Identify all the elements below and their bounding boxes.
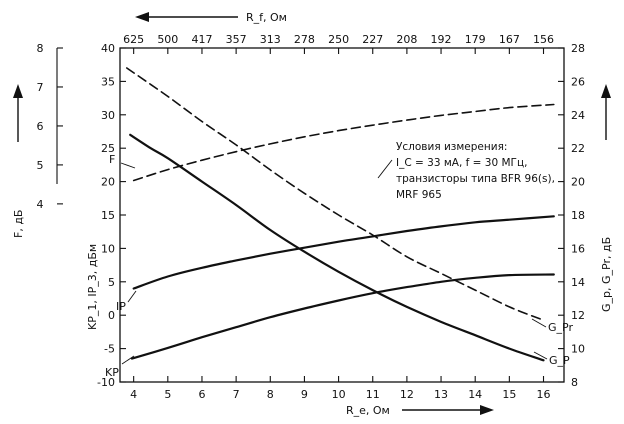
bottom-tick-label: 9 [301, 388, 308, 401]
bottom-tick-label: 10 [332, 388, 346, 401]
bottom-tick-label: 6 [198, 388, 205, 401]
bottom-tick-label: 8 [267, 388, 274, 401]
right-tick-label: 18 [571, 209, 585, 222]
right-tick-label: 26 [571, 75, 585, 88]
label-leader-gp [533, 351, 548, 360]
arrow-up-right-icon [601, 84, 611, 98]
right-tick-label: 12 [571, 309, 585, 322]
plot-frame [119, 47, 565, 383]
series-line-ip [132, 215, 555, 290]
left-outer-axis-title: F, дБ [12, 210, 25, 238]
left-inner-tick-label: 35 [101, 75, 115, 88]
data-curves [126, 67, 555, 362]
bottom-tick-label: 5 [164, 388, 171, 401]
top-tick-label: 278 [294, 33, 315, 46]
left-inner-axis-title: KP_1, IP_3, дБм [86, 244, 99, 330]
annotation-leader [377, 159, 393, 179]
curve-label-gp: G_P [549, 354, 570, 367]
top-tick-label: 357 [226, 33, 247, 46]
bottom-axis-ticks: 4 5 6 7 8 9 10 11 12 13 14 15 16 [130, 376, 551, 401]
curve-label-f: F [109, 153, 115, 166]
right-axis-title: G_p, G_Pr, дБ [600, 237, 613, 312]
bottom-tick-label: 13 [434, 388, 448, 401]
top-tick-label: 500 [157, 33, 178, 46]
measurement-conditions-note: Условия измерения: I_C = 33 мА, f = 30 М… [396, 141, 555, 201]
label-leader-f [120, 162, 136, 169]
left-inner-tick-label: 5 [108, 276, 115, 289]
left-inner-tick-label: 25 [101, 142, 115, 155]
bottom-tick-label: 7 [233, 388, 240, 401]
top-tick-label: 179 [465, 33, 486, 46]
note-line-4: MRF 965 [396, 189, 442, 201]
left-outer-axis-ticks: 4 5 6 7 8 [37, 42, 63, 211]
left-inner-tick-label: 40 [101, 42, 115, 55]
left-inner-tick-label: 30 [101, 109, 115, 122]
left-inner-tick-label: 0 [108, 309, 115, 322]
top-tick-label: 250 [328, 33, 349, 46]
left-outer-tick-label: 5 [37, 159, 44, 172]
right-tick-label: 16 [571, 242, 585, 255]
series-line-kp [130, 273, 555, 360]
left-inner-tick-label: 15 [101, 209, 115, 222]
top-tick-label: 417 [191, 33, 212, 46]
top-axis-title: R_f, Ом [246, 11, 287, 24]
left-outer-tick-label: 8 [37, 42, 44, 55]
left-inner-axis-ticks: -10 -5 0 5 10 15 20 25 30 35 40 [97, 42, 126, 389]
right-axis-ticks: 8 10 12 14 16 18 20 22 24 26 28 [558, 42, 585, 389]
bottom-tick-label: 11 [366, 388, 380, 401]
right-tick-label: 8 [571, 376, 578, 389]
bottom-tick-label: 4 [130, 388, 137, 401]
label-leader-gpr [531, 318, 547, 328]
top-tick-label: 625 [123, 33, 144, 46]
note-line-1: Условия измерения: [396, 141, 507, 153]
left-outer-tick-label: 7 [37, 81, 44, 94]
top-tick-label: 227 [362, 33, 383, 46]
right-tick-label: 14 [571, 276, 585, 289]
bottom-tick-label: 15 [502, 388, 516, 401]
left-inner-tick-label: -10 [97, 376, 115, 389]
right-tick-label: 10 [571, 343, 585, 356]
top-tick-label: 156 [533, 33, 554, 46]
label-leader-kp [121, 355, 135, 365]
arrow-left-icon [135, 12, 149, 22]
top-axis-ticks: 625 500 417 357 313 278 250 227 208 192 179 167 156 [123, 33, 554, 54]
series-line-g-p [129, 133, 545, 362]
left-outer-tick-label: 6 [37, 120, 44, 133]
note-line-2: I_C = 33 мА, f = 30 МГц, [396, 157, 527, 169]
bottom-tick-label: 12 [400, 388, 414, 401]
arrow-right-icon [480, 405, 494, 415]
right-tick-label: 24 [571, 109, 585, 122]
series-line-f [132, 103, 555, 182]
left-inner-tick-label: 20 [101, 176, 115, 189]
arrow-up-icon [13, 84, 23, 98]
curve-label-gpr: G_Pr [548, 321, 573, 334]
note-line-3: транзисторы типа BFR 96(s), [396, 173, 555, 185]
top-tick-label: 208 [396, 33, 417, 46]
curve-label-ip: IP [116, 300, 126, 313]
curve-label-kp: KP [105, 366, 119, 379]
label-leader-ip [127, 290, 137, 303]
series-line-g-pr [126, 67, 545, 321]
right-tick-label: 22 [571, 142, 585, 155]
left-outer-tick-label: 4 [37, 198, 44, 211]
top-tick-label: 313 [260, 33, 281, 46]
left-inner-tick-label: 10 [101, 242, 115, 255]
top-tick-label: 192 [431, 33, 452, 46]
right-tick-label: 28 [571, 42, 585, 55]
top-tick-label: 167 [499, 33, 520, 46]
bottom-tick-label: 14 [468, 388, 482, 401]
right-tick-label: 20 [571, 176, 585, 189]
bottom-axis-title: R_e, Ом [346, 404, 390, 417]
bottom-tick-label: 16 [537, 388, 551, 401]
left-inner-tick-label: -5 [104, 343, 115, 356]
